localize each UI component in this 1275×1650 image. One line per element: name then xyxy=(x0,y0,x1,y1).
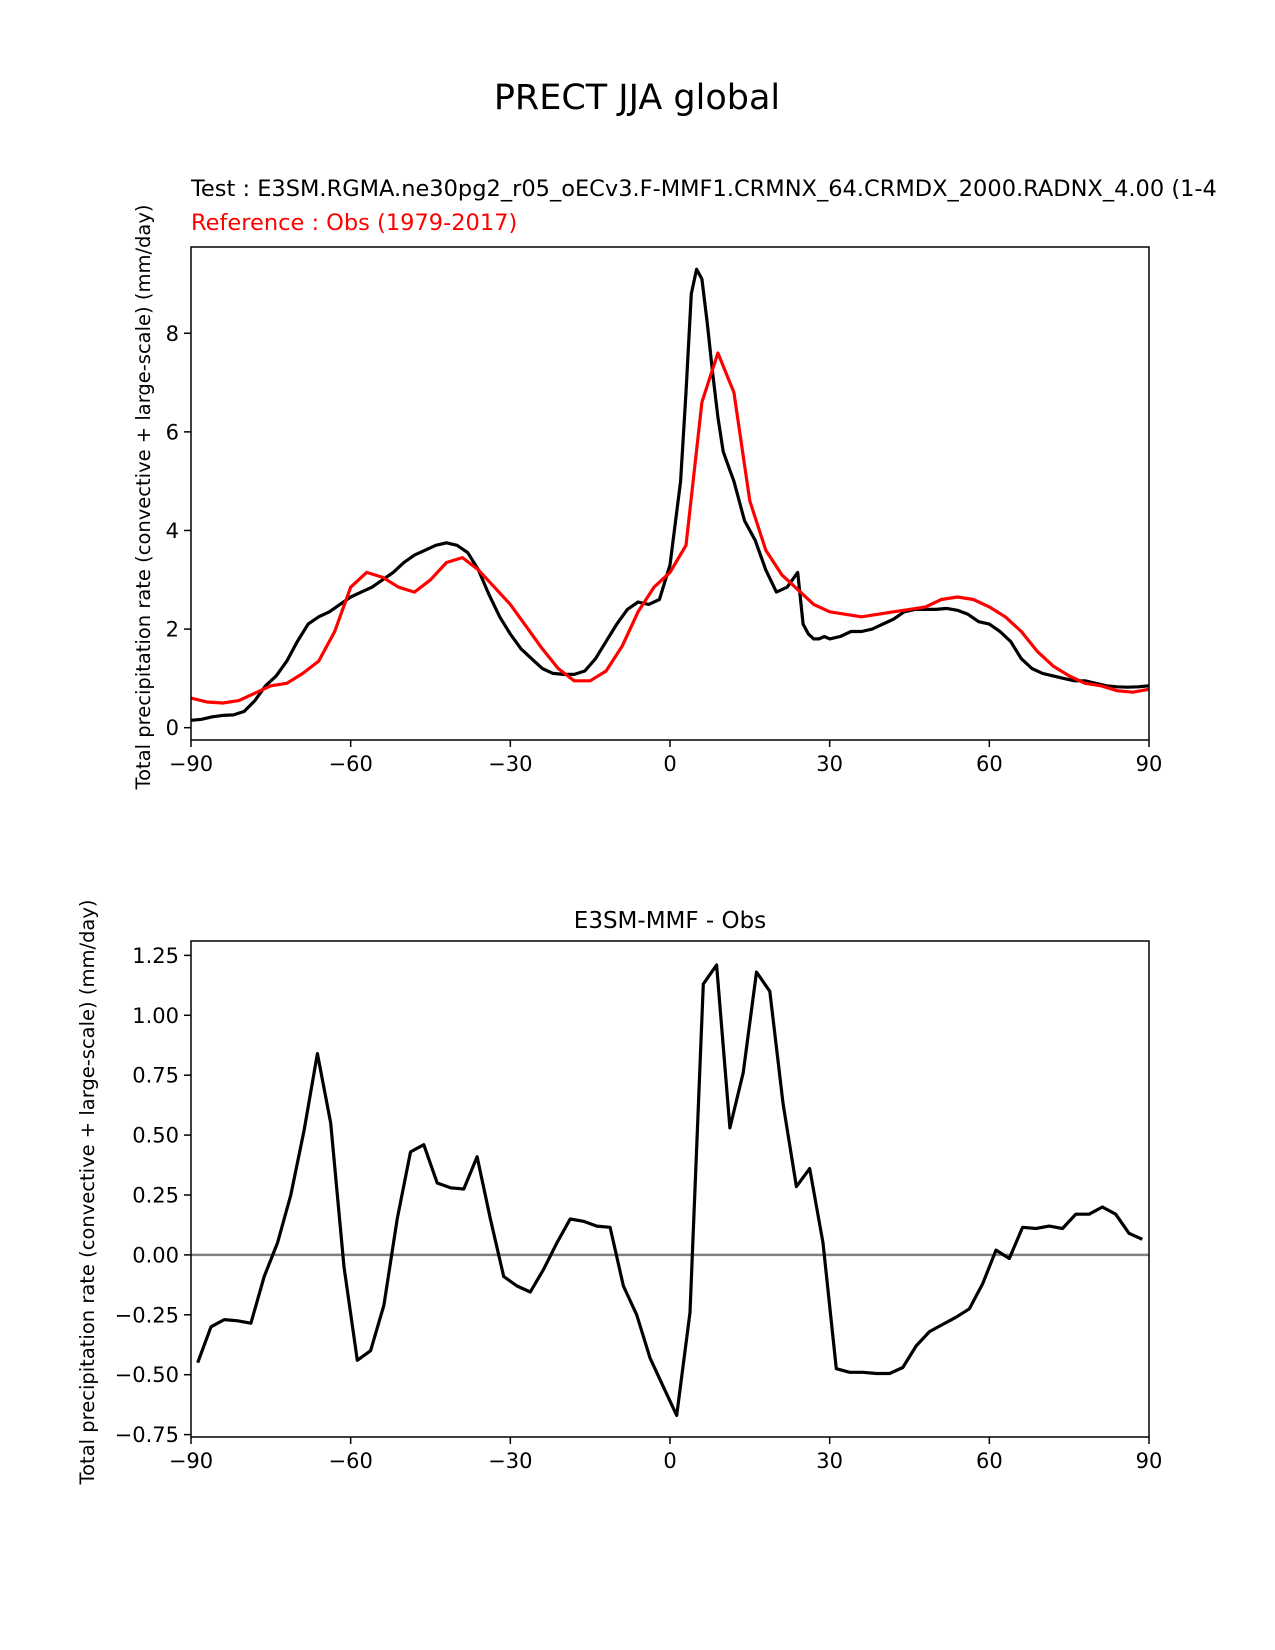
reference-label: Reference : Obs (1979-2017) xyxy=(191,210,517,236)
top-x-tick-label: 60 xyxy=(976,752,1003,776)
top-x-tick-label: 30 xyxy=(816,752,843,776)
top-plot-area xyxy=(191,267,1149,722)
top-series-line-test xyxy=(191,267,1149,722)
bottom-x-tick-label: −90 xyxy=(169,1449,213,1473)
top-y-tick-label: 4 xyxy=(166,519,179,543)
top-y-tick-label: 0 xyxy=(166,716,179,740)
bottom-x-tick-label: 60 xyxy=(976,1449,1003,1473)
bottom-y-tick-label: 0.75 xyxy=(132,1064,179,1088)
top-x-tick-label: 90 xyxy=(1136,752,1163,776)
bottom-x-tick-label: −30 xyxy=(488,1449,532,1473)
test-label: Test : E3SM.RGMA.ne30pg2_r05_oECv3.F-MMF… xyxy=(190,176,1217,202)
top-y-tick-label: 2 xyxy=(166,618,179,642)
top-x-tick-label: −90 xyxy=(169,752,213,776)
bottom-y-axis-label: Total precipitation rate (convective + l… xyxy=(76,900,99,1486)
bottom-x-tick-label: 30 xyxy=(816,1449,843,1473)
bottom-y-tick-label: −0.75 xyxy=(115,1423,179,1447)
bottom-plot-area xyxy=(191,963,1149,1417)
bottom-panel: E3SM-MMF - Obs Total precipitation rate … xyxy=(76,900,1162,1486)
bottom-axes-frame xyxy=(190,940,1150,1438)
top-y-tick-label: 8 xyxy=(166,322,179,346)
bottom-y-tick-label: −0.25 xyxy=(115,1303,179,1327)
top-x-tick-label: 0 xyxy=(663,752,676,776)
figure-title: PRECT JJA global xyxy=(494,78,780,118)
bottom-y-tick-label: −0.50 xyxy=(115,1363,179,1387)
bottom-y-tick-label: 1.25 xyxy=(132,944,179,968)
top-x-tick-label: −60 xyxy=(329,752,373,776)
bottom-y-tick-label: 0.50 xyxy=(132,1124,179,1148)
bottom-y-tick-label: 0.25 xyxy=(132,1183,179,1207)
top-axes-frame xyxy=(190,246,1150,741)
top-series-line-reference xyxy=(191,351,1149,705)
bottom-series-line-e3sm-mmf-obs xyxy=(196,963,1143,1417)
difference-title: E3SM-MMF - Obs xyxy=(574,908,766,934)
bottom-x-tick-label: −60 xyxy=(329,1449,373,1473)
top-x-tick-label: −30 xyxy=(488,752,532,776)
top-panel: Test : E3SM.RGMA.ne30pg2_r05_oECv3.F-MMF… xyxy=(132,176,1217,790)
bottom-y-tick-label: 0.00 xyxy=(132,1243,179,1267)
bottom-y-tick-label: 1.00 xyxy=(132,1004,179,1028)
bottom-x-tick-label: 0 xyxy=(663,1449,676,1473)
top-y-tick-label: 6 xyxy=(166,420,179,444)
bottom-x-tick-label: 90 xyxy=(1136,1449,1163,1473)
top-y-axis-label: Total precipitation rate (convective + l… xyxy=(132,205,155,791)
